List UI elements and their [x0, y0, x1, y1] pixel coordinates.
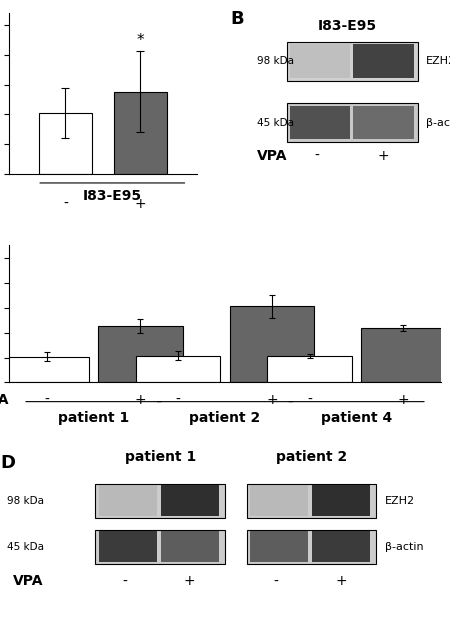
Bar	[95, 530, 225, 564]
Text: -: -	[307, 393, 312, 407]
Bar	[98, 326, 183, 383]
Text: -: -	[176, 393, 180, 407]
Text: +: +	[335, 574, 347, 589]
Text: -: -	[122, 574, 127, 589]
Text: I83-E95: I83-E95	[83, 189, 142, 203]
Bar	[136, 355, 220, 383]
Text: β-actin: β-actin	[385, 542, 423, 552]
Bar	[95, 484, 225, 518]
Text: 45 kDa: 45 kDa	[7, 542, 44, 552]
Text: *: *	[137, 33, 144, 48]
Text: -: -	[63, 197, 68, 211]
Bar	[230, 307, 314, 383]
Text: D: D	[0, 454, 15, 472]
Text: patient 1: patient 1	[58, 412, 129, 425]
Bar	[290, 106, 350, 140]
Text: EZH2: EZH2	[426, 56, 450, 66]
Bar	[99, 486, 157, 516]
Text: B: B	[231, 10, 244, 28]
Text: +: +	[378, 149, 389, 164]
Bar	[287, 103, 418, 142]
Bar	[361, 328, 446, 383]
Bar	[161, 486, 219, 516]
Text: patient 2: patient 2	[189, 412, 261, 425]
Bar	[267, 355, 352, 383]
Text: VPA: VPA	[0, 393, 9, 407]
Text: EZH2: EZH2	[385, 496, 415, 506]
Bar	[312, 486, 370, 516]
Text: 98 kDa: 98 kDa	[257, 56, 294, 66]
Text: 45 kDa: 45 kDa	[257, 117, 294, 128]
Bar	[312, 531, 370, 562]
Text: -: -	[315, 149, 320, 164]
Bar	[114, 91, 167, 174]
Text: -: -	[44, 393, 49, 407]
Text: +: +	[135, 393, 146, 407]
Text: patient 1: patient 1	[125, 450, 196, 464]
Bar	[247, 530, 376, 564]
Text: -: -	[273, 574, 278, 589]
Bar	[353, 44, 414, 78]
Text: +: +	[184, 574, 196, 589]
Bar	[287, 42, 418, 80]
Bar	[99, 531, 157, 562]
Text: +: +	[266, 393, 278, 407]
Text: +: +	[135, 197, 146, 211]
Bar	[247, 484, 376, 518]
Text: 98 kDa: 98 kDa	[7, 496, 44, 506]
Text: patient 2: patient 2	[276, 450, 347, 464]
Text: VPA: VPA	[13, 574, 44, 589]
Bar	[250, 531, 308, 562]
Text: β-actin: β-actin	[426, 117, 450, 128]
Bar	[353, 106, 414, 140]
Text: +: +	[398, 393, 409, 407]
Bar	[290, 44, 350, 78]
Bar	[161, 531, 219, 562]
Text: VPA: VPA	[257, 149, 288, 164]
Bar	[4, 357, 89, 383]
Text: patient 4: patient 4	[321, 412, 392, 425]
Bar	[39, 113, 92, 174]
Text: I83-E95: I83-E95	[318, 19, 377, 33]
Bar	[250, 486, 308, 516]
